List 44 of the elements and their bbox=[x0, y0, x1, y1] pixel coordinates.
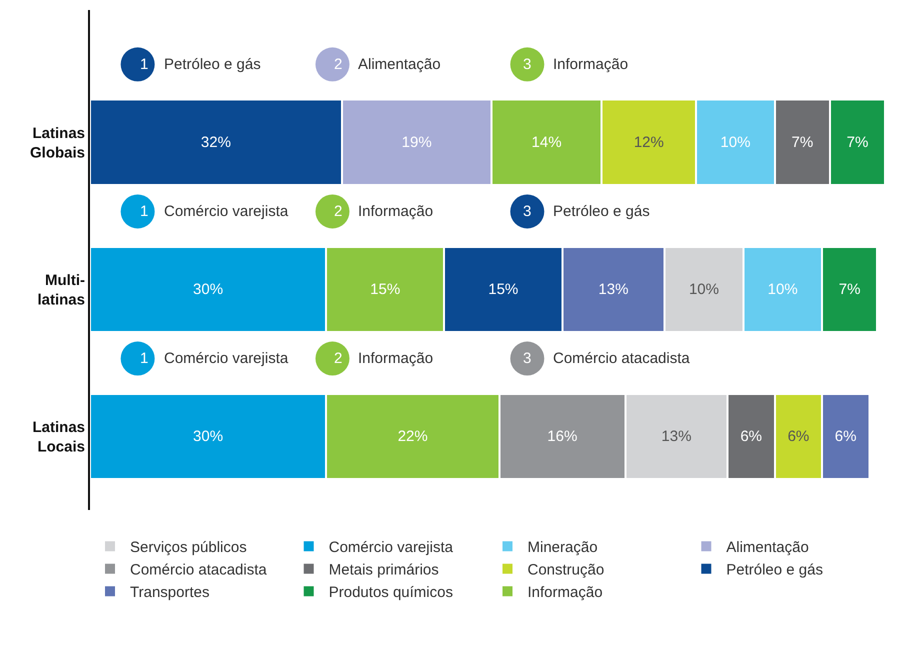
annotation: 2 Informação bbox=[334, 203, 434, 220]
data-label: 7% bbox=[838, 280, 860, 298]
y-tick-label: Latinas Globais bbox=[30, 124, 85, 162]
data-label: 22% bbox=[398, 428, 428, 445]
legend-label: Transportes bbox=[130, 584, 210, 602]
annotation: 1 Petróleo e gás bbox=[140, 56, 261, 73]
legend-label: Comércio varejista bbox=[328, 539, 454, 556]
data-label: 13% bbox=[598, 280, 628, 298]
legend-label: Serviços públicos bbox=[130, 539, 247, 556]
data-label: 15% bbox=[488, 280, 518, 298]
data-label: 10% bbox=[688, 280, 719, 298]
annotation: 1 Comércio varejista bbox=[140, 350, 289, 367]
annotation: 1 Comércio varejista bbox=[140, 203, 289, 220]
text: 3 Comércio atacadista bbox=[523, 350, 690, 367]
annotation: 2 Alimentação bbox=[334, 56, 441, 73]
data-label: 15% bbox=[370, 280, 400, 298]
data-label: 6% bbox=[788, 428, 810, 445]
data-label: 6% bbox=[834, 428, 856, 445]
y-tick-label: Multi-latinas bbox=[37, 272, 86, 308]
legend-label: Construção bbox=[528, 562, 604, 579]
data-label: 10% bbox=[768, 280, 798, 298]
data-label: 16% bbox=[547, 428, 578, 445]
data-label: 7% bbox=[846, 134, 868, 151]
data-label: 30% bbox=[193, 428, 224, 445]
data-label: 14% bbox=[532, 134, 562, 151]
text: 3 Petróleo e gás bbox=[523, 203, 650, 220]
data-label: 32% bbox=[200, 134, 231, 151]
legend-label: Produtos químicos bbox=[328, 584, 453, 602]
legend-label: Mineração bbox=[528, 539, 598, 556]
legend-label: Comércio atacadista bbox=[130, 562, 268, 579]
y-tick-label: Latinas Locais bbox=[32, 418, 85, 456]
legend-label: Informação bbox=[528, 584, 603, 602]
data-label: 10% bbox=[720, 134, 750, 151]
data-label: 12% bbox=[634, 134, 664, 151]
legend-label: Metais primários bbox=[328, 562, 439, 579]
legend-label: Petróleo e gás bbox=[726, 562, 823, 579]
text: 3 Informação bbox=[523, 56, 628, 73]
legend-label: Alimentação bbox=[726, 539, 809, 556]
data-label: 7% bbox=[792, 134, 814, 151]
data-label: 19% bbox=[402, 134, 432, 151]
data-label: 6% bbox=[740, 428, 762, 445]
data-label: 30% bbox=[193, 280, 224, 298]
annotation: 2 Informação bbox=[334, 350, 434, 367]
data-label: 13% bbox=[661, 428, 692, 445]
